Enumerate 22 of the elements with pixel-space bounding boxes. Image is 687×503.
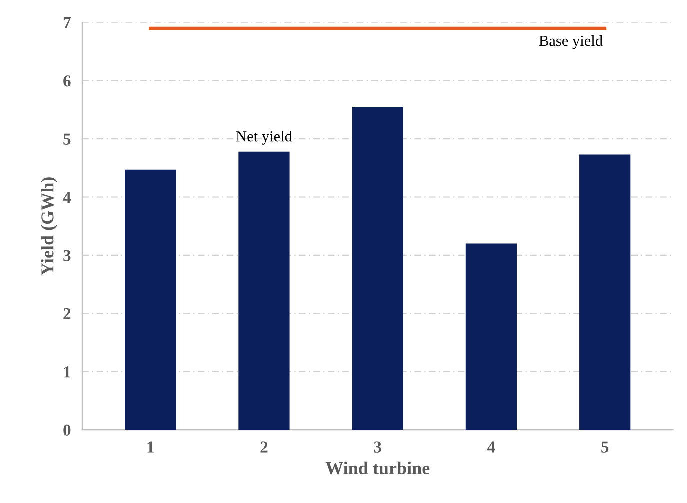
y-tick-label: 3: [64, 250, 71, 262]
x-axis-title: Wind turbine: [326, 462, 430, 475]
y-tick-label: 7: [64, 18, 71, 28]
y-tick-label: 2: [64, 308, 71, 320]
bar: [580, 154, 631, 430]
y-axis-title: Yield (GWh): [41, 178, 58, 276]
x-tick-label: 5: [602, 442, 609, 453]
series-label: Net yield: [236, 130, 292, 145]
y-tick-label: 6: [64, 76, 71, 87]
x-tick-label: 1: [148, 442, 154, 453]
y-tick-label: 5: [64, 134, 71, 145]
x-tick-label: 3: [374, 442, 382, 453]
bar: [352, 107, 404, 430]
y-tick-label: 0: [64, 424, 71, 436]
x-tick-label: 4: [488, 442, 496, 453]
y-tick-label: 1: [64, 366, 70, 378]
bar: [125, 170, 176, 430]
x-tick-label: 2: [260, 442, 268, 453]
bar: [466, 244, 518, 430]
y-tick-label: 4: [63, 192, 72, 204]
bar: [238, 152, 290, 430]
series-label: Base yield: [539, 35, 603, 50]
